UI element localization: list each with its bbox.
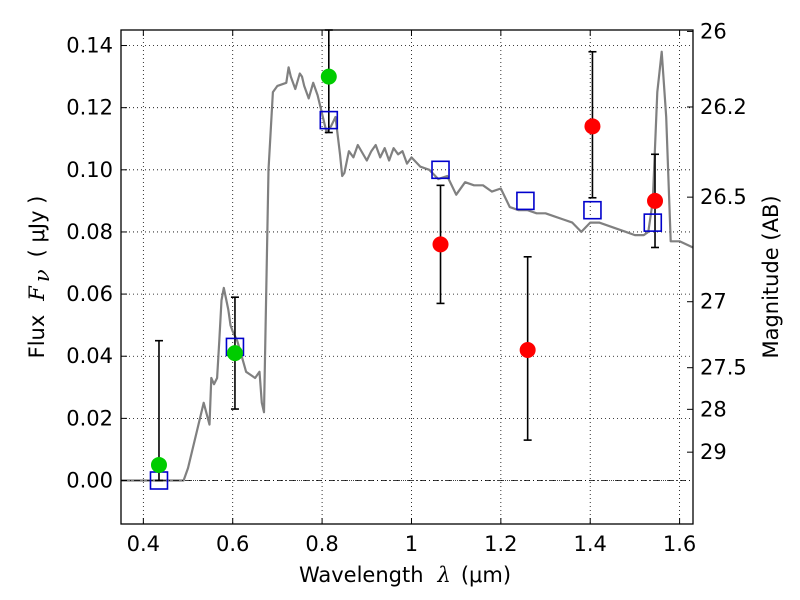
data-point (150, 456, 167, 473)
y-tick-label: 0.14 (66, 34, 113, 58)
right-axis-ticks: 26 26.2 26.5 27 27.5 28 29 (687, 19, 747, 464)
right-tick-label: 26.5 (700, 185, 747, 209)
y-axis-label-symbol: F (25, 285, 49, 302)
model-square (583, 200, 602, 220)
y-tick-label: 0.04 (66, 344, 113, 368)
x-axis-label-unit: (μm) (461, 563, 511, 587)
y-axis-ticks: 0.00 0.02 0.04 0.06 0.08 0.10 0.12 0.14 (66, 34, 127, 493)
spectrum-line (121, 50, 694, 482)
model-square (643, 213, 663, 232)
right-tick-label: 29 (700, 440, 727, 464)
y-axis-label: Flux F ν ( μJy ) (25, 196, 54, 359)
data-point (519, 342, 536, 359)
right-axis-label: Magnitude (AB) (759, 195, 783, 358)
x-tick-label: 1 (405, 532, 418, 556)
y-axis-label-prefix: Flux (25, 315, 49, 359)
y-tick-label: 0.12 (66, 96, 113, 120)
data-point (320, 68, 337, 85)
grid (121, 30, 693, 524)
x-tick-label: 1.6 (663, 532, 696, 556)
model-square (516, 191, 535, 211)
plot-frame (120, 29, 694, 525)
data-point (226, 345, 243, 362)
x-tick-label: 1.4 (574, 532, 607, 556)
data-point (647, 192, 664, 209)
spectrum-series (121, 50, 694, 482)
x-axis-ticks: 0.4 0.6 0.8 1 1.2 1.4 1.6 (127, 30, 696, 556)
x-tick-label: 0.8 (305, 532, 338, 556)
right-tick-label: 27.5 (700, 356, 747, 380)
x-axis-label-symbol: λ (437, 563, 451, 587)
data-point (584, 118, 601, 135)
y-tick-label: 0.00 (66, 469, 113, 493)
data-points (150, 68, 664, 473)
y-tick-label: 0.06 (66, 282, 113, 306)
model-square (319, 110, 339, 130)
y-axis-label-unit: ( μJy ) (25, 196, 49, 258)
y-tick-label: 0.02 (66, 406, 113, 430)
right-tick-label: 28 (700, 397, 727, 421)
data-point (432, 236, 449, 253)
x-axis-label: Wavelength λ (μm) (299, 563, 511, 587)
y-tick-label: 0.10 (66, 158, 113, 182)
x-tick-label: 1.2 (484, 532, 517, 556)
model-square (431, 160, 450, 180)
y-axis-label-subscript: ν (30, 269, 54, 282)
right-tick-label: 26 (700, 19, 727, 43)
right-tick-label: 26.2 (700, 95, 747, 119)
x-tick-label: 0.4 (127, 532, 160, 556)
x-axis-label-prefix: Wavelength (299, 563, 424, 587)
right-tick-label: 27 (700, 290, 727, 314)
x-tick-label: 0.6 (216, 532, 249, 556)
y-tick-label: 0.08 (66, 220, 113, 244)
